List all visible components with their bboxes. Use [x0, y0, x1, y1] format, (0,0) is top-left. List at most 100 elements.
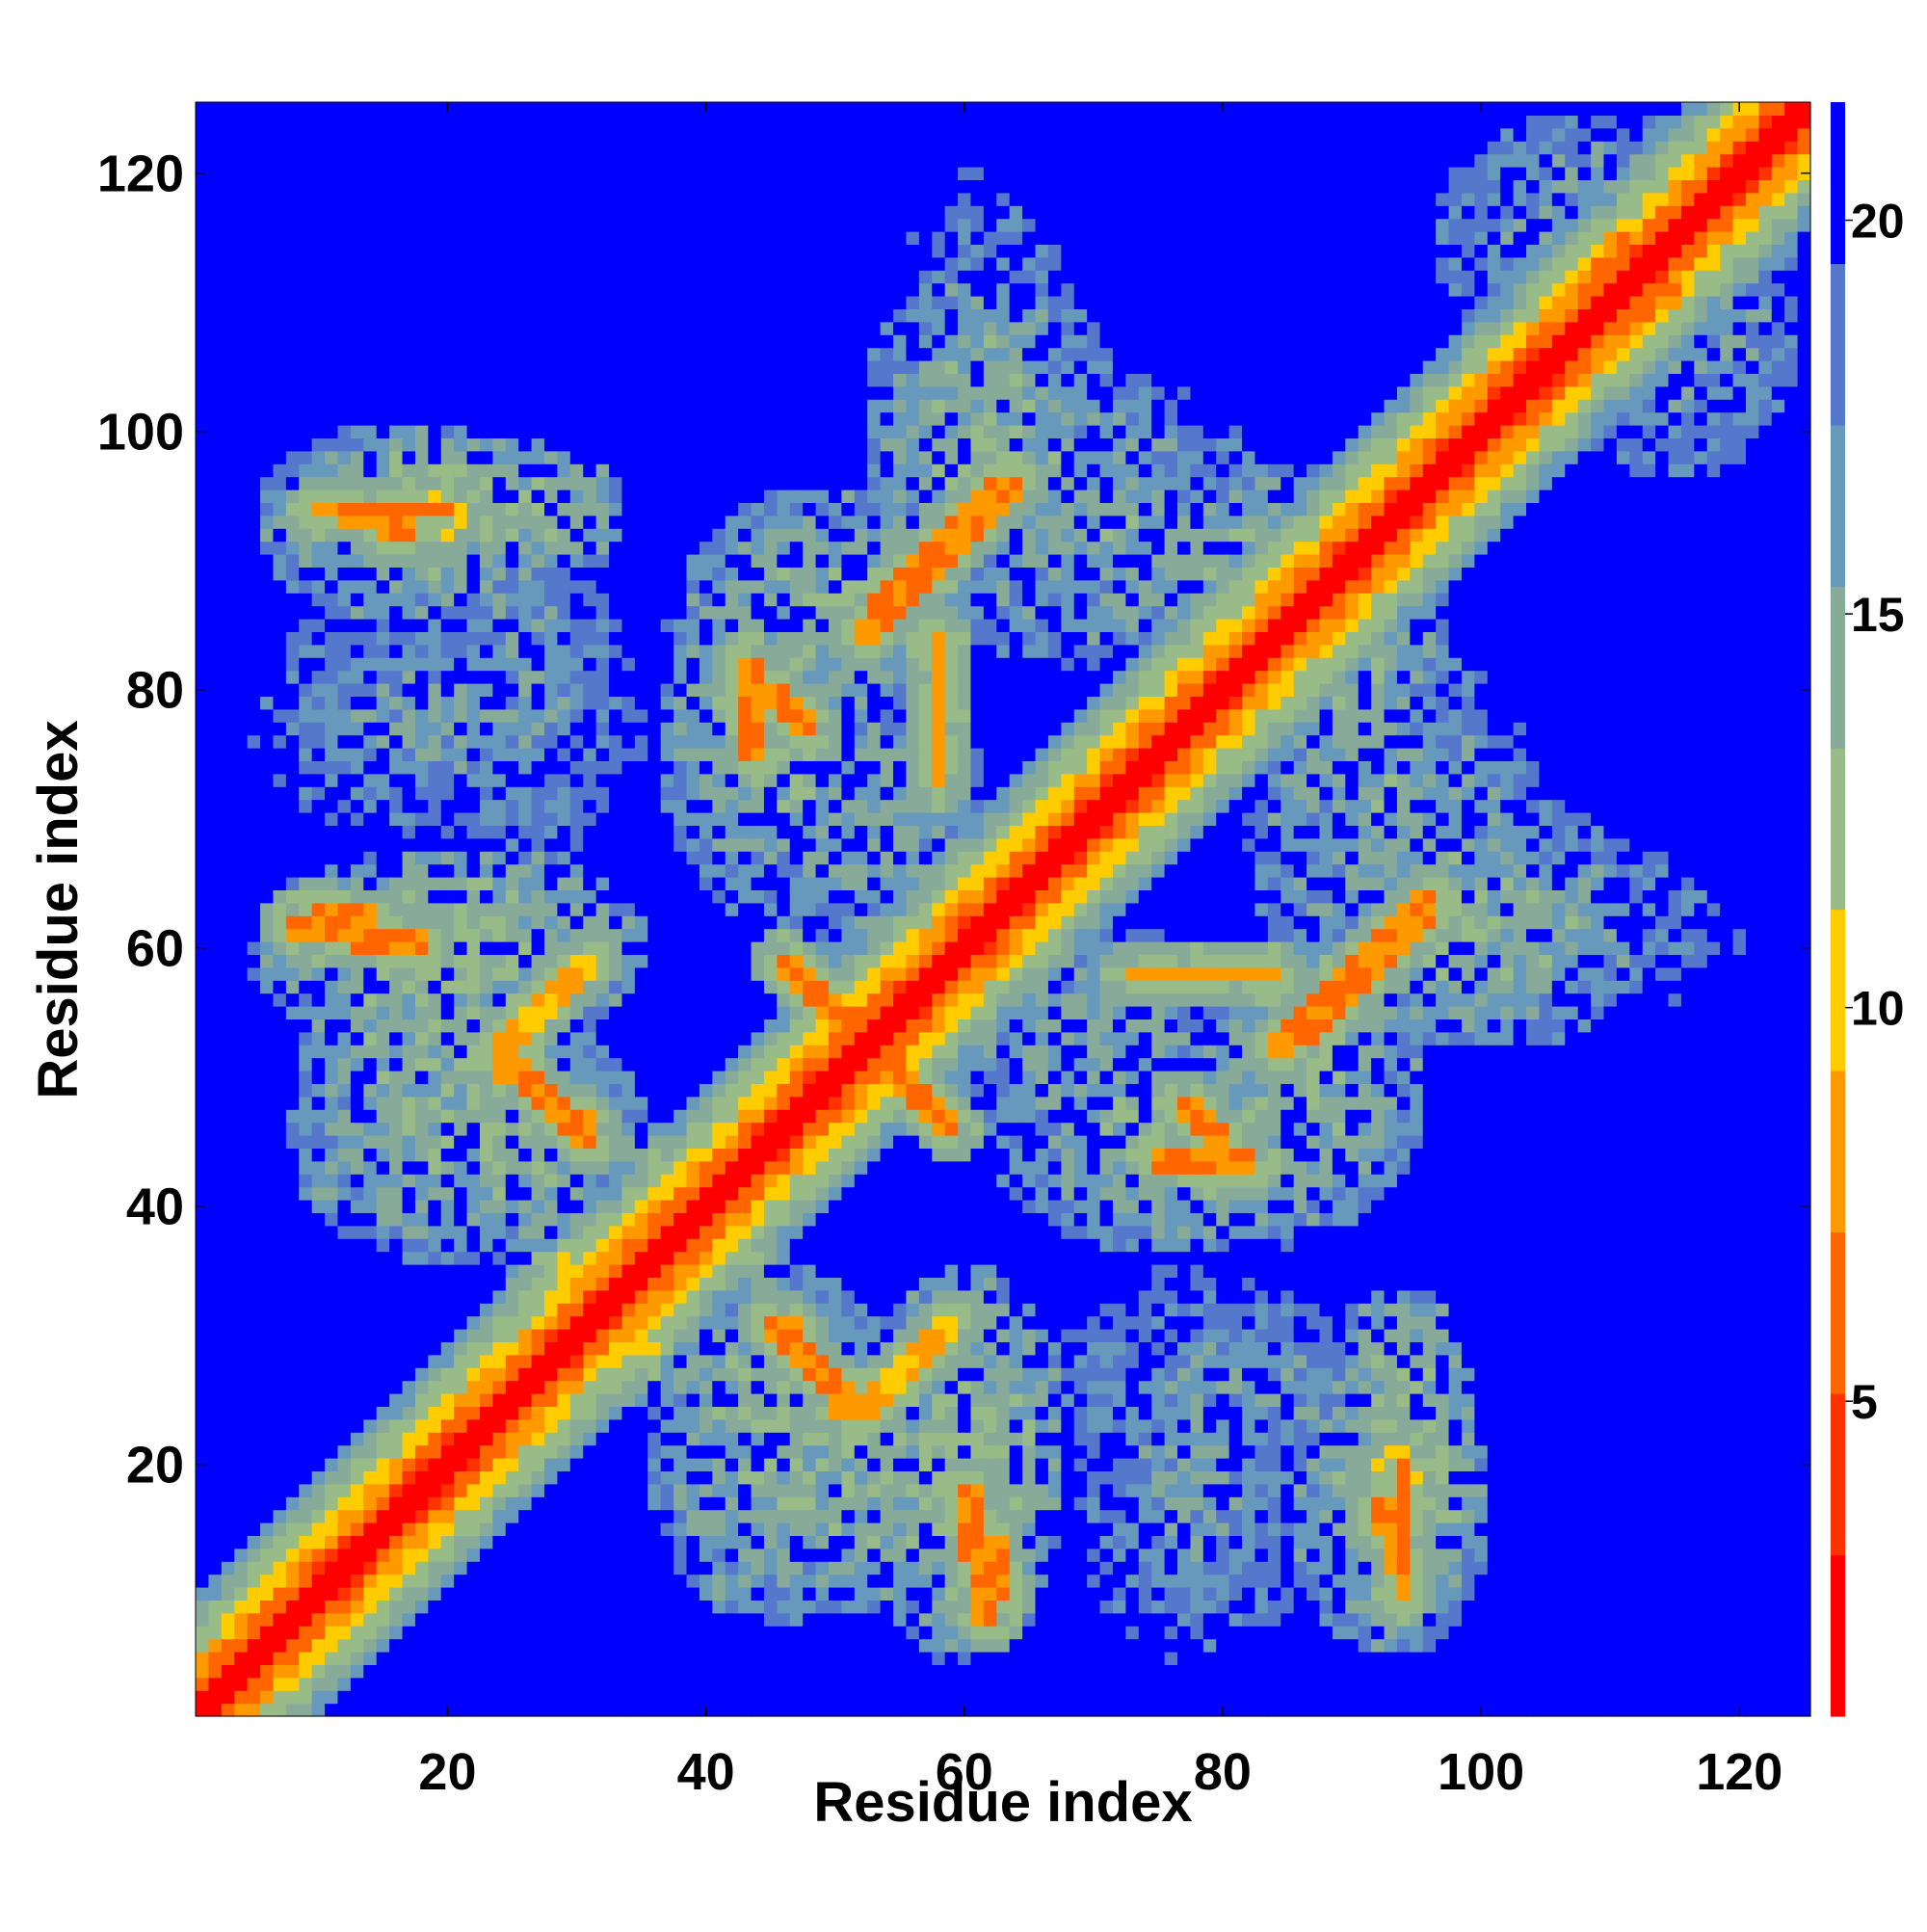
heatmap-cell — [247, 915, 261, 930]
heatmap-cell — [440, 1225, 455, 1239]
heatmap-cell — [595, 1600, 610, 1614]
heatmap-cell — [299, 502, 313, 516]
heatmap-cell — [325, 270, 339, 284]
heatmap-cell — [531, 928, 545, 942]
heatmap-cell — [311, 1174, 326, 1188]
heatmap-cell — [583, 1587, 597, 1601]
heatmap-cell — [273, 992, 287, 1007]
heatmap-cell — [234, 141, 249, 155]
heatmap-cell — [544, 1135, 559, 1149]
heatmap-cell — [376, 244, 390, 258]
heatmap-cell — [583, 696, 597, 710]
heatmap-cell — [466, 1444, 481, 1459]
heatmap-cell — [389, 360, 404, 374]
heatmap-cell — [273, 1561, 287, 1575]
heatmap-cell — [518, 748, 533, 761]
heatmap-cell — [621, 631, 636, 646]
heatmap-cell — [609, 722, 623, 736]
heatmap-cell — [466, 696, 481, 710]
heatmap-cell — [518, 1509, 533, 1523]
heatmap-cell — [311, 605, 326, 620]
heatmap-cell — [260, 102, 275, 116]
heatmap-cell — [311, 1122, 326, 1136]
heatmap-cell — [337, 1057, 352, 1072]
heatmap-cell — [440, 1238, 455, 1253]
heatmap-cell — [518, 218, 533, 232]
heatmap-cell — [518, 437, 533, 452]
heatmap-cell — [621, 1470, 636, 1485]
heatmap-cell — [363, 1703, 378, 1717]
heatmap-cell — [544, 1045, 559, 1059]
heatmap-cell — [337, 1587, 352, 1601]
heatmap-cell — [454, 696, 468, 710]
heatmap-cell — [518, 1160, 533, 1175]
heatmap-cell — [609, 1367, 623, 1382]
heatmap-cell — [634, 941, 648, 955]
heatmap-cell — [285, 231, 300, 245]
heatmap-cell — [518, 1289, 533, 1304]
heatmap-cell — [583, 502, 597, 516]
heatmap-cell — [557, 1303, 571, 1317]
heatmap-cell — [544, 411, 559, 426]
heatmap-cell — [299, 1109, 313, 1124]
heatmap-cell — [479, 619, 493, 632]
heatmap-cell — [440, 411, 455, 426]
heatmap-cell — [428, 1148, 442, 1162]
heatmap-cell — [569, 1096, 584, 1110]
heatmap-cell — [440, 450, 455, 464]
heatmap-cell — [583, 734, 597, 749]
heatmap-cell — [299, 786, 313, 801]
heatmap-cell — [660, 541, 674, 555]
heatmap-cell — [440, 490, 455, 503]
heatmap-cell — [260, 644, 275, 658]
heatmap-cell — [221, 708, 235, 723]
heatmap-cell — [531, 1522, 545, 1536]
heatmap-cell — [299, 644, 313, 658]
heatmap-cell — [699, 1303, 713, 1317]
heatmap-cell — [311, 1354, 326, 1368]
heatmap-cell — [311, 1677, 326, 1691]
heatmap-cell — [699, 1315, 713, 1330]
heatmap-cell — [595, 308, 610, 323]
heatmap-cell — [273, 502, 287, 516]
heatmap-cell — [285, 360, 300, 374]
heatmap-cell — [505, 411, 519, 426]
heatmap-cell — [621, 1315, 636, 1330]
heatmap-cell — [350, 373, 364, 387]
heatmap-cell — [273, 1031, 287, 1045]
heatmap-cell — [325, 1483, 339, 1497]
heatmap-cell — [389, 1458, 404, 1471]
heatmap-cell — [273, 1238, 287, 1253]
heatmap-cell — [673, 360, 688, 374]
heatmap-cell — [363, 863, 378, 878]
heatmap-cell — [440, 360, 455, 374]
heatmap-cell — [609, 296, 623, 309]
heatmap-cell — [247, 605, 261, 620]
heatmap-cell — [428, 851, 442, 865]
heatmap-cell — [196, 308, 210, 323]
heatmap-cell — [389, 980, 404, 994]
heatmap-cell — [350, 605, 364, 620]
heatmap-cell — [686, 308, 700, 323]
heatmap-cell — [673, 502, 688, 516]
heatmap-cell — [557, 270, 571, 284]
heatmap-cell — [376, 1019, 390, 1033]
heatmap-cell — [479, 334, 493, 349]
heatmap-cell — [221, 1470, 235, 1485]
heatmap-cell — [518, 296, 533, 309]
heatmap-cell — [440, 1019, 455, 1033]
heatmap-cell — [634, 683, 648, 697]
heatmap-cell — [595, 334, 610, 349]
heatmap-cell — [440, 1057, 455, 1072]
heatmap-cell — [479, 1703, 493, 1717]
heatmap-cell — [686, 1587, 700, 1601]
heatmap-cell — [595, 502, 610, 516]
heatmap-cell — [518, 115, 533, 129]
heatmap-cell — [285, 734, 300, 749]
heatmap-cell — [647, 1160, 662, 1175]
heatmap-cell — [686, 385, 700, 400]
heatmap-cell — [647, 1393, 662, 1407]
heatmap-cell — [311, 1393, 326, 1407]
heatmap-cell — [363, 167, 378, 180]
heatmap-cell — [428, 877, 442, 890]
